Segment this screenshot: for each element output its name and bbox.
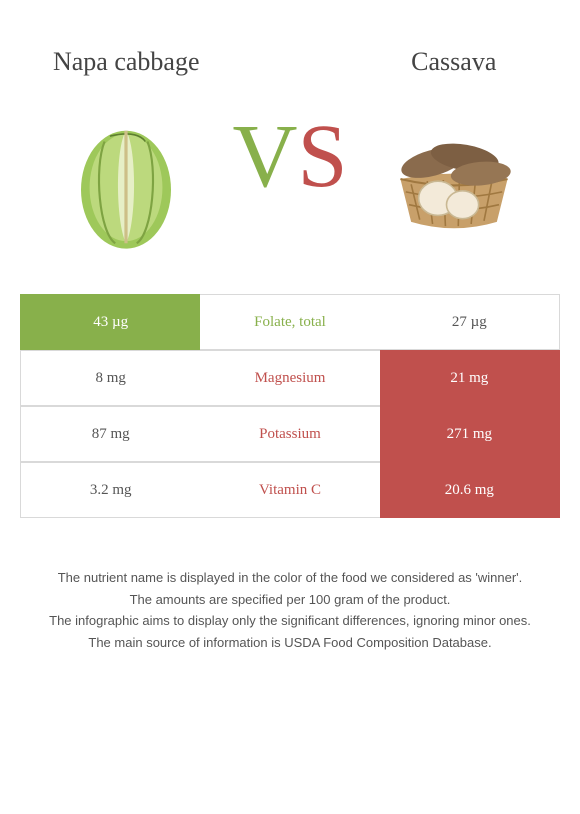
food-left: Napa cabbage	[40, 30, 212, 254]
cell-right-value: 21 mg	[380, 350, 560, 406]
cell-left-value: 43 µg	[20, 294, 200, 350]
cell-left-value: 87 mg	[20, 406, 200, 462]
footnote-line: The amounts are specified per 100 gram o…	[30, 590, 550, 610]
food-right-image	[379, 104, 529, 254]
food-left-image	[51, 104, 201, 254]
footnote-line: The nutrient name is displayed in the co…	[30, 568, 550, 588]
table-row: 3.2 mgVitamin C20.6 mg	[20, 462, 560, 518]
vs-s: S	[297, 112, 347, 202]
cell-nutrient-name: Folate, total	[200, 294, 379, 350]
food-right: Cassava	[368, 30, 540, 254]
cell-right-value: 271 mg	[380, 406, 560, 462]
vs-v: V	[232, 112, 297, 202]
cell-right-value: 27 µg	[380, 294, 560, 350]
nutrient-table: 43 µgFolate, total27 µg8 mgMagnesium21 m…	[20, 294, 560, 518]
comparison-header: Napa cabbage V S Cassava	[0, 0, 580, 264]
footnote-line: The infographic aims to display only the…	[30, 611, 550, 631]
food-right-title: Cassava	[411, 30, 496, 94]
cell-nutrient-name: Magnesium	[200, 350, 379, 406]
cell-left-value: 3.2 mg	[20, 462, 200, 518]
footnotes: The nutrient name is displayed in the co…	[30, 568, 550, 652]
vs-separator: V S	[232, 42, 347, 242]
footnote-line: The main source of information is USDA F…	[30, 633, 550, 653]
cell-right-value: 20.6 mg	[380, 462, 560, 518]
food-left-title: Napa cabbage	[53, 30, 200, 94]
cell-nutrient-name: Potassium	[200, 406, 379, 462]
table-row: 43 µgFolate, total27 µg	[20, 294, 560, 350]
table-row: 8 mgMagnesium21 mg	[20, 350, 560, 406]
cell-left-value: 8 mg	[20, 350, 200, 406]
cell-nutrient-name: Vitamin C	[200, 462, 379, 518]
table-row: 87 mgPotassium271 mg	[20, 406, 560, 462]
vs-label: V S	[232, 112, 347, 202]
